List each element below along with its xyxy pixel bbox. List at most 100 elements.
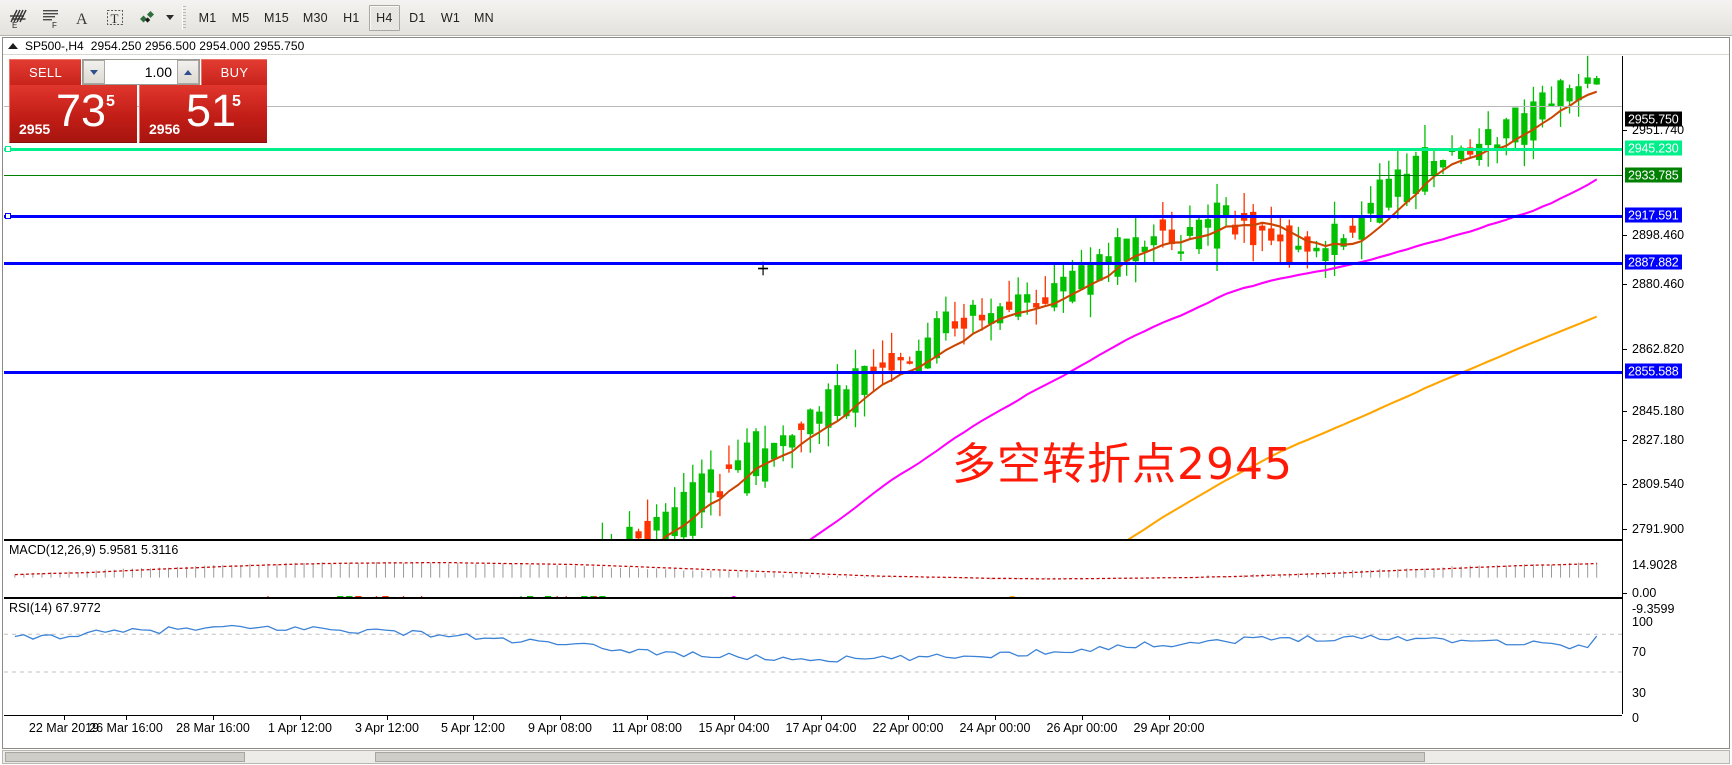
- level-line-2918[interactable]: [4, 215, 1622, 218]
- svg-text:A: A: [76, 11, 88, 28]
- chart-annotation-text[interactable]: 多空转折点2945: [952, 439, 1293, 490]
- time-tick-mark: [995, 716, 996, 720]
- price-tick-label: 2827.180: [1632, 433, 1685, 447]
- level-line-2934[interactable]: [4, 175, 1622, 176]
- time-tick-label: 28 Mar 16:00: [176, 721, 250, 735]
- chart-scrollbar[interactable]: [2, 750, 1730, 764]
- oct-price-row: 2955 73 5 2956 51 5: [9, 85, 267, 143]
- price-tick-label: 2898.460: [1632, 228, 1685, 242]
- time-tick-label: 22 Mar 2019: [28, 721, 100, 735]
- time-tick-label: 29 Apr 20:00: [1133, 721, 1205, 735]
- sell-price-block[interactable]: 2955 73 5: [9, 85, 137, 143]
- text-box-icon[interactable]: T: [99, 3, 131, 33]
- buy-price-big: 51: [186, 85, 237, 136]
- macd-scale-label: 14.9028: [1632, 558, 1678, 572]
- ohlc-values: 2954.250 2956.500 2954.000 2955.750: [90, 39, 305, 53]
- time-tick-label: 3 Apr 12:00: [355, 721, 419, 735]
- symbol-label: SP500-,H4: [25, 39, 84, 53]
- symbol-info-bar: SP500-,H4 2954.250 2956.500 2954.000 295…: [3, 38, 1729, 55]
- indicators-icon[interactable]: E: [3, 3, 35, 33]
- time-tick-label: 26 Mar 16:00: [89, 721, 163, 735]
- timeframe-w1[interactable]: W1: [440, 10, 460, 25]
- timeframe-h1[interactable]: H1: [343, 10, 360, 25]
- level-pill-2945[interactable]: 2945.230: [1625, 140, 1682, 156]
- time-tick-label: 11 Apr 08:00: [612, 721, 682, 735]
- rsi-label: RSI(14) 67.9772: [9, 601, 101, 615]
- grid-icon[interactable]: F: [35, 3, 67, 33]
- timeframe-m30[interactable]: M30: [302, 10, 328, 25]
- time-tick-mark: [300, 716, 301, 720]
- scroll-thumb-left[interactable]: [5, 752, 245, 762]
- toolbar-separator: [182, 5, 186, 30]
- timeframe-m15[interactable]: M15: [264, 10, 289, 25]
- chart-canvas-window: SP500-,H4 2954.250 2956.500 2954.000 295…: [2, 37, 1730, 749]
- buy-price-block[interactable]: 2956 51 5: [139, 85, 267, 143]
- text-label-icon[interactable]: A: [67, 3, 99, 33]
- volume-input[interactable]: 1.00: [144, 64, 172, 80]
- oct-top-row: SELL 1.00 BUY: [9, 59, 267, 85]
- objects-icon[interactable]: [131, 3, 163, 33]
- svg-text:T: T: [111, 11, 119, 26]
- rsi-series: [4, 624, 1622, 673]
- svg-text:E: E: [12, 21, 17, 29]
- time-tick-mark: [1169, 716, 1170, 720]
- level-pill-2934[interactable]: 2933.785: [1625, 167, 1682, 183]
- level-line-2955-high[interactable]: [4, 106, 1622, 107]
- level-line-2918-handle[interactable]: [5, 213, 11, 219]
- macd-label: MACD(12,26,9) 5.9581 5.3116: [9, 543, 179, 557]
- time-tick-mark: [734, 716, 735, 720]
- volume-stepper[interactable]: 1.00: [82, 59, 200, 85]
- timeframe-m1[interactable]: M1: [198, 10, 217, 25]
- time-tick-mark: [647, 716, 648, 720]
- time-scale[interactable]: 22 Mar 2019 26 Mar 16:00 28 Mar 16:00 1 Apr…: [4, 715, 1622, 748]
- level-line-2856[interactable]: [4, 371, 1622, 374]
- rsi-scale-label: 30: [1632, 686, 1646, 700]
- svg-text:F: F: [52, 21, 57, 29]
- price-tick-label: 2809.540: [1632, 477, 1685, 491]
- buy-button[interactable]: BUY: [201, 59, 267, 85]
- level-pill-2856[interactable]: 2855.588: [1625, 363, 1682, 379]
- level-pill-2888[interactable]: 2887.882: [1625, 254, 1682, 270]
- chart-toolbar: E F A T: [0, 0, 1732, 36]
- price-tick-mark: [1623, 411, 1627, 412]
- level-line-2945[interactable]: [4, 148, 1622, 151]
- level-pill-2918[interactable]: 2917.591: [1625, 207, 1682, 223]
- time-tick-mark: [387, 716, 388, 720]
- macd-zero-tick: [1623, 593, 1627, 594]
- rsi-scale-label: 70: [1632, 645, 1646, 659]
- time-tick-label: 24 Apr 00:00: [959, 721, 1031, 735]
- price-scale[interactable]: 2951.740 2898.460 2880.460 2862.820 2845.180…: [1622, 56, 1729, 725]
- price-tick-mark: [1623, 130, 1627, 131]
- bid-price-pill[interactable]: 2955.750: [1625, 111, 1682, 127]
- time-tick-mark: [473, 716, 474, 720]
- buy-price-prefix: 2956: [149, 121, 181, 137]
- time-tick-mark: [1082, 716, 1083, 720]
- price-tick-label: 2845.180: [1632, 404, 1685, 418]
- price-tick-mark: [1623, 235, 1627, 236]
- time-tick-label: 1 Apr 12:00: [268, 721, 332, 735]
- volume-increase-button[interactable]: [177, 60, 199, 84]
- time-tick-label: 5 Apr 12:00: [441, 721, 505, 735]
- time-tick-label: 22 Apr 00:00: [872, 721, 944, 735]
- time-tick-label: 9 Apr 08:00: [528, 721, 592, 735]
- level-line-2945-handle[interactable]: [5, 146, 11, 152]
- time-tick-mark: [126, 716, 127, 720]
- macd-subwindow[interactable]: MACD(12,26,9) 5.9581 5.3116: [4, 539, 1622, 596]
- time-tick-mark: [64, 716, 65, 720]
- sell-button[interactable]: SELL: [9, 59, 81, 85]
- volume-decrease-button[interactable]: [83, 60, 105, 84]
- level-line-2888[interactable]: [4, 262, 1622, 265]
- timeframe-d1[interactable]: D1: [409, 10, 426, 25]
- timeframe-h4[interactable]: H4: [368, 4, 400, 31]
- objects-dropdown-caret-icon[interactable]: [163, 3, 177, 33]
- rsi-subwindow[interactable]: RSI(14) 67.9772: [4, 597, 1622, 716]
- buy-price-fraction: 5: [232, 93, 241, 110]
- price-tick-mark: [1623, 484, 1627, 485]
- collapse-triangle-icon[interactable]: [8, 43, 18, 49]
- one-click-trading-panel[interactable]: SELL 1.00 BUY 2955 73 5 2956 51 5: [9, 59, 267, 143]
- timeframe-m5[interactable]: M5: [231, 10, 250, 25]
- timeframe-mn[interactable]: MN: [474, 10, 494, 25]
- scroll-thumb-main[interactable]: [375, 752, 1425, 762]
- price-tick-label: 2791.900: [1632, 522, 1685, 536]
- macd-scale-label: -9.3599: [1632, 602, 1675, 616]
